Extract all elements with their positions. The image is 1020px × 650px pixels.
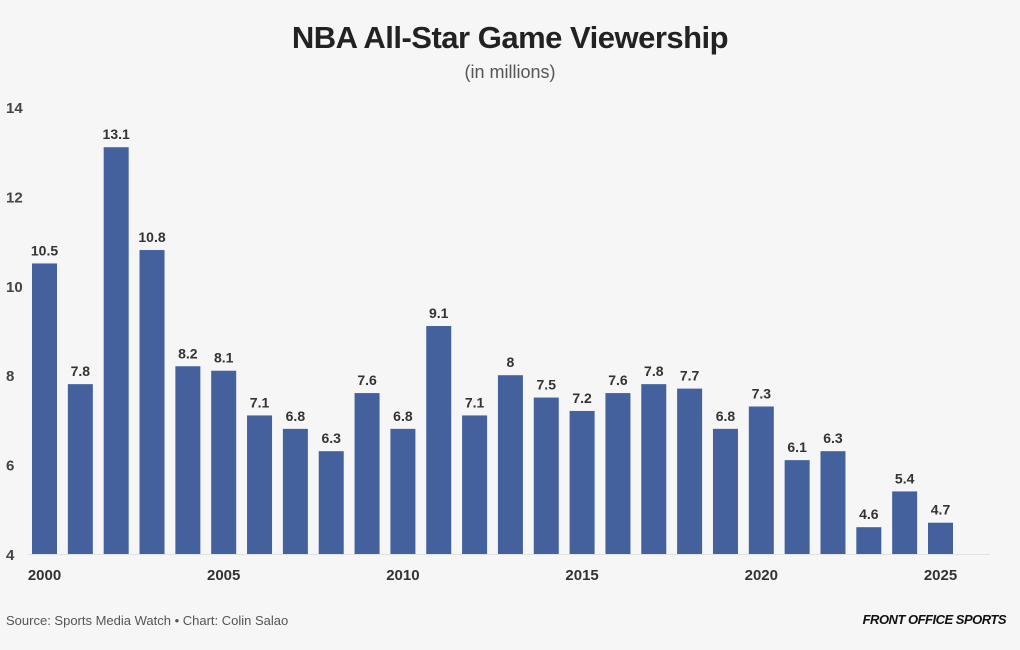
data-label-2022: 6.3 <box>823 430 843 446</box>
bar-2010 <box>390 428 416 554</box>
bar-2012 <box>462 415 488 554</box>
bar-chart: 4 6 8 10 12 14 2000 2005 2010 2015 2020 2025 10.5 7.8… <box>6 100 990 584</box>
x-tick-label: 2000 <box>28 567 61 584</box>
data-label-2004: 8.2 <box>178 345 198 361</box>
x-tick-label: 2005 <box>207 567 240 584</box>
bar-2016 <box>605 393 631 554</box>
data-label-2015: 7.2 <box>572 390 592 406</box>
data-label-2006: 7.1 <box>250 394 270 410</box>
bar-2008 <box>318 451 344 554</box>
data-label-2014: 7.5 <box>537 377 557 393</box>
chart-subtitle: (in millions) <box>464 62 556 82</box>
bar-2024 <box>892 491 918 554</box>
bar-2023 <box>856 527 882 554</box>
bar-2021 <box>784 460 810 554</box>
data-label-2019: 6.8 <box>716 408 736 424</box>
data-label-2009: 7.6 <box>357 372 377 388</box>
data-label-2001: 7.8 <box>71 363 91 379</box>
bar-2001 <box>67 384 93 554</box>
bar-2019 <box>712 428 738 554</box>
bar-2004 <box>175 366 201 554</box>
data-label-2008: 6.3 <box>321 430 341 446</box>
brand-logo: FRONT OFFICE SPORTS <box>862 612 1007 627</box>
x-tick-label: 2025 <box>924 567 957 584</box>
data-label-2003: 10.8 <box>138 229 165 245</box>
bar-2000 <box>32 263 57 554</box>
bar-2013 <box>497 375 523 554</box>
data-label-2012: 7.1 <box>465 394 485 410</box>
y-tick-label: 4 <box>6 547 15 564</box>
data-label-2024: 5.4 <box>895 470 915 486</box>
data-label-2021: 6.1 <box>787 439 807 455</box>
y-tick-label: 8 <box>6 368 14 385</box>
data-label-2013: 8 <box>507 354 515 370</box>
bar-2007 <box>282 428 308 554</box>
bar-2017 <box>641 384 667 554</box>
bar-2006 <box>247 415 273 554</box>
data-label-2018: 7.7 <box>680 368 700 384</box>
bar-2002 <box>103 147 129 555</box>
x-tick-label: 2020 <box>745 567 778 584</box>
data-label-2000: 10.5 <box>31 242 58 258</box>
data-label-2025: 4.7 <box>931 502 951 518</box>
bar-2018 <box>677 388 703 554</box>
bar-2011 <box>426 326 452 554</box>
bar-2014 <box>533 397 559 554</box>
x-tick-label: 2010 <box>386 567 419 584</box>
y-tick-label: 6 <box>6 458 14 475</box>
y-tick-label: 12 <box>6 189 23 206</box>
chart-title: NBA All-Star Game Viewership <box>291 20 729 55</box>
bar-2022 <box>820 451 846 554</box>
y-tick-label: 14 <box>6 100 23 117</box>
bar-2003 <box>139 250 165 555</box>
data-label-2016: 7.6 <box>608 372 628 388</box>
bar-2005 <box>211 370 237 554</box>
source-note: Source: Sports Media Watch • Chart: Coli… <box>6 613 289 628</box>
data-label-2023: 4.6 <box>859 506 879 522</box>
data-label-2002: 13.1 <box>103 126 130 142</box>
y-tick-label: 10 <box>6 279 23 296</box>
bar-2015 <box>569 410 595 554</box>
bar-2025 <box>928 522 953 554</box>
data-label-2020: 7.3 <box>752 385 772 401</box>
x-tick-label: 2015 <box>565 567 598 584</box>
data-label-2017: 7.8 <box>644 363 664 379</box>
bar-2009 <box>354 393 380 554</box>
data-label-2005: 8.1 <box>214 350 234 366</box>
data-label-2010: 6.8 <box>393 408 413 424</box>
data-label-2007: 6.8 <box>286 408 306 424</box>
data-label-2011: 9.1 <box>429 305 449 321</box>
bar-2020 <box>748 406 774 554</box>
